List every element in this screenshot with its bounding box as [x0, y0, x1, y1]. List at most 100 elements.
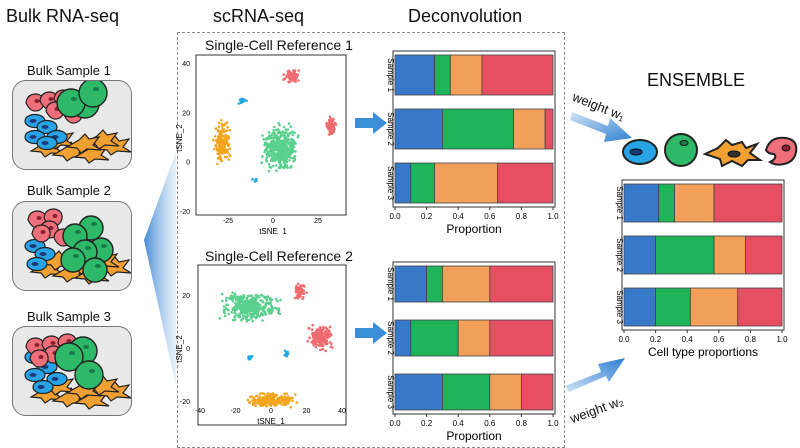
tsne-point — [253, 303, 257, 307]
tsne-point — [236, 305, 239, 309]
tsne-point — [314, 332, 318, 335]
tsne-point — [288, 131, 292, 135]
tsne-point — [247, 357, 251, 360]
tsne-point — [275, 169, 278, 172]
blue-cell-icon — [622, 139, 658, 165]
tsne-point — [214, 143, 218, 147]
bar-segment-1-3 — [449, 54, 483, 96]
tsne-point — [307, 326, 311, 330]
tsne-point — [283, 158, 287, 161]
x-tick-label: 1.0 — [547, 212, 559, 221]
green-cell-icon — [664, 133, 698, 167]
red-cell-nucleus — [52, 214, 58, 218]
tsne-point — [250, 306, 253, 309]
tsne-point — [274, 146, 277, 149]
tsne-point — [294, 142, 297, 145]
tsne-point — [256, 310, 260, 314]
tsne-point — [280, 395, 283, 399]
tsne-point — [256, 313, 259, 317]
bulk-sample-1-label: Bulk Sample 1 — [27, 63, 111, 78]
tsne-point — [271, 395, 274, 399]
tsne-point — [274, 164, 278, 167]
tsne-point — [299, 292, 302, 295]
tsne-point — [285, 392, 288, 395]
tsne-point — [220, 292, 224, 296]
tsne-point — [277, 309, 281, 313]
reference-1-title: Single-Cell Reference 1 — [205, 37, 353, 53]
tsne-point — [263, 310, 267, 314]
tsne-point — [281, 130, 285, 133]
tsne-point — [315, 343, 319, 346]
tsne-plot-1: -25 0 25 40 20 0 -20 tSNE_1 tSNE_2 — [175, 54, 347, 234]
x-tick-label: 0.8 — [745, 335, 757, 344]
tsne-point — [330, 342, 333, 346]
bar-segment-2-3 — [513, 108, 546, 150]
tsne-y-axis-label: tSNE_2 — [175, 335, 184, 363]
red-cell-nucleus — [38, 355, 44, 359]
tsne-y-tick-label: 40 — [182, 61, 190, 68]
tsne-point — [333, 121, 337, 125]
tsne-point — [222, 148, 225, 151]
tsne-x-axis-label: tSNE_1 — [257, 417, 285, 426]
tsne-x-tick-label: 0 — [269, 408, 273, 415]
tsne-point — [245, 297, 249, 300]
tsne-point — [291, 151, 294, 154]
blue-cell-nucleus — [29, 135, 37, 139]
tsne-point — [239, 303, 242, 307]
bar-segment-3-2 — [410, 162, 435, 204]
tsne-point — [223, 314, 227, 318]
tsne-point — [288, 77, 292, 81]
tsne-point — [275, 400, 278, 403]
tsne-point — [233, 308, 237, 311]
tsne-point — [263, 143, 267, 147]
bar-segment-3-1 — [394, 373, 443, 411]
tsne-point — [247, 307, 251, 311]
tsne-point — [280, 149, 284, 153]
tsne-point — [289, 71, 292, 75]
tsne-point — [274, 148, 277, 152]
bulk-sample-3-label: Bulk Sample 3 — [27, 309, 111, 324]
tsne-point — [242, 302, 245, 305]
tsne-point — [243, 296, 246, 299]
tsne-point — [320, 344, 324, 348]
tsne-point — [316, 339, 319, 342]
tsne-point — [265, 397, 268, 401]
weight-w1-arrow-icon — [570, 112, 632, 142]
bulk-sample-1-box — [12, 78, 132, 170]
tsne-point — [225, 155, 228, 159]
x-tick-label: 1.0 — [547, 419, 559, 428]
x-tick-label: 0.0 — [618, 335, 630, 344]
tsne-point — [294, 286, 298, 290]
tsne-y-tick-label: 0 — [186, 346, 190, 353]
tsne-point — [238, 315, 242, 318]
green-cell-nucleus — [95, 264, 101, 268]
tsne-point — [293, 296, 297, 300]
tsne-point — [278, 155, 281, 158]
tsne-point — [250, 395, 253, 398]
tsne-y-tick-label: 20 — [182, 110, 190, 117]
tsne-point — [277, 153, 281, 156]
blue-cell-nucleus — [39, 252, 47, 256]
tsne-point — [312, 343, 315, 347]
tsne-point — [225, 150, 228, 154]
green-cell-nucleus — [69, 351, 75, 355]
blue-cell-nucleus — [29, 373, 37, 377]
tsne-point — [220, 119, 223, 122]
tsne-point — [253, 400, 257, 403]
tsne-point — [263, 306, 267, 309]
tsne-point — [258, 396, 262, 399]
red-cell-nucleus — [48, 97, 54, 101]
tsne-point — [268, 401, 271, 404]
tsne-point — [226, 125, 229, 129]
tsne-point — [224, 138, 227, 142]
tsne-point — [270, 134, 274, 137]
tsne-point — [258, 303, 262, 306]
red-cell-nucleus — [50, 341, 56, 345]
tsne-point — [296, 282, 300, 286]
bulk-sample-2-box — [12, 201, 132, 291]
tsne-point — [247, 355, 251, 358]
tsne-point — [285, 396, 288, 400]
tsne-point — [297, 295, 301, 299]
tsne-point — [272, 136, 275, 140]
tsne-point — [227, 308, 230, 312]
